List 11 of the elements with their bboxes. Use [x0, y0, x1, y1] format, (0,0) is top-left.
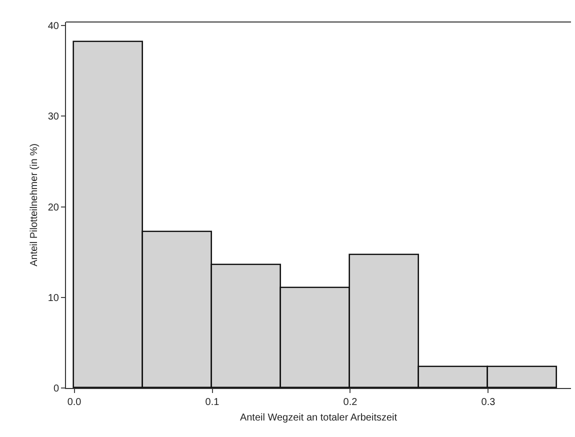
- y-tick-label: 40: [48, 21, 60, 32]
- x-tick-label: 0.0: [67, 397, 82, 408]
- y-tick-label: 20: [48, 202, 60, 214]
- y-tick-label: 10: [48, 292, 60, 304]
- y-tick-label: 0: [53, 384, 60, 394]
- x-axis-title: Anteil Wegzeit an totaler Arbeitszeit: [240, 412, 398, 424]
- y-axis-title: Anteil Pilotteilnehmer (in %): [28, 144, 40, 266]
- x-tick-label: 0.2: [343, 397, 358, 408]
- x-tick-label: 0.3: [481, 397, 496, 408]
- x-tick-label: 0.1: [205, 397, 220, 408]
- y-tick-label: 30: [48, 112, 60, 123]
